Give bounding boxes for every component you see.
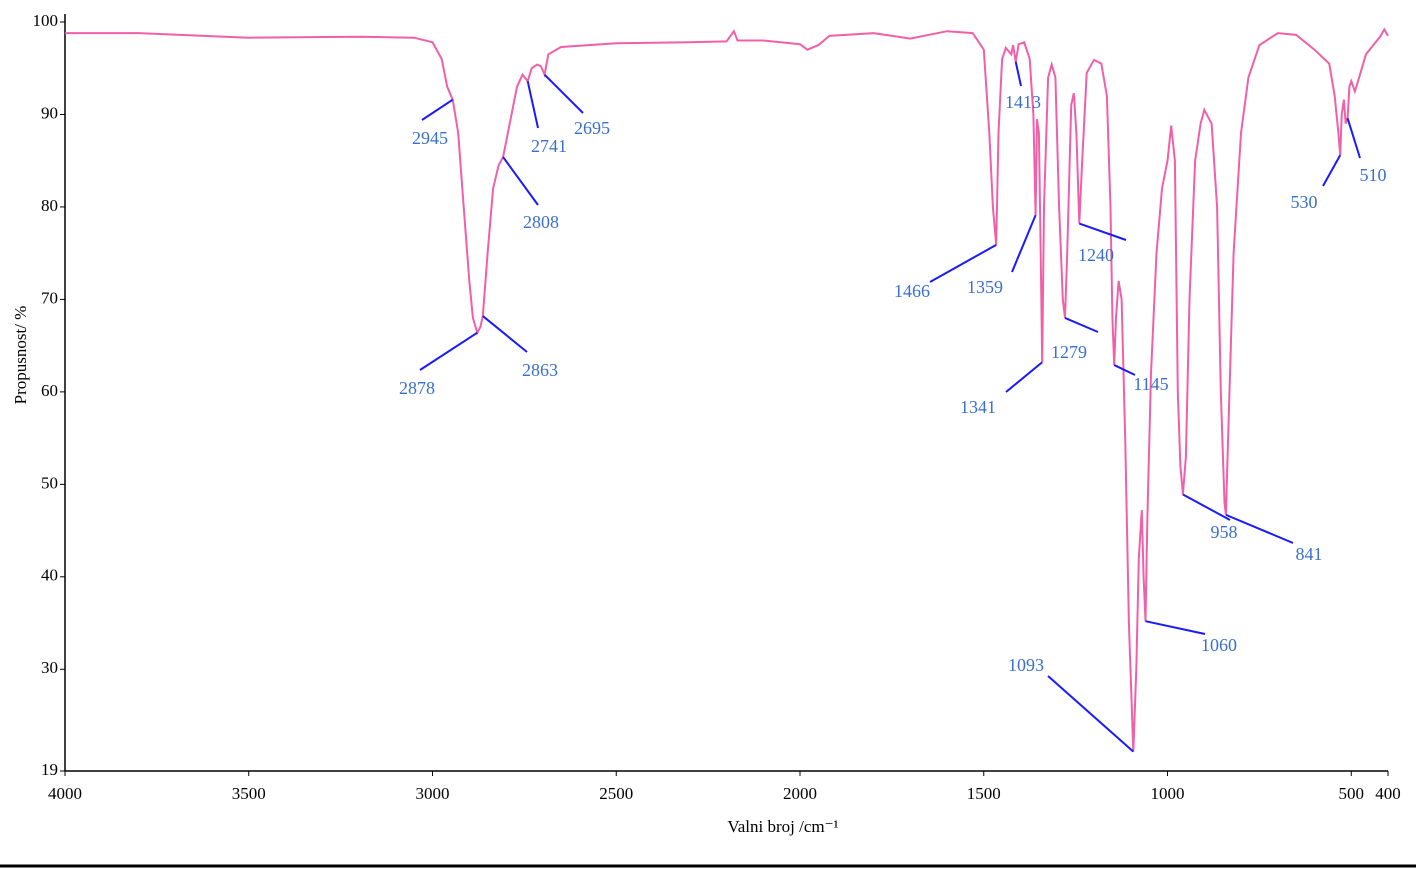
peak-leader <box>482 315 528 353</box>
y-tick-label: 100 <box>33 11 59 30</box>
peak-label: 1279 <box>1051 342 1087 362</box>
x-tick-label: 3500 <box>232 784 266 803</box>
peak-label: 2695 <box>574 118 610 138</box>
y-tick-label: 30 <box>41 658 58 677</box>
y-tick-label: 50 <box>41 473 58 492</box>
x-tick-label: 500 <box>1339 784 1365 803</box>
peak-leader <box>419 331 478 371</box>
y-tick-label: 60 <box>41 381 58 400</box>
peak-label: 1060 <box>1201 635 1237 655</box>
peak-leader <box>1346 117 1361 159</box>
peak-label: 1145 <box>1133 374 1168 394</box>
x-tick-label: 400 <box>1375 784 1401 803</box>
y-tick-label: 19 <box>41 760 58 779</box>
peak-label: 1093 <box>1008 655 1044 675</box>
x-tick-label: 2000 <box>783 784 817 803</box>
y-axis-label: Propusnost/ % <box>11 306 30 405</box>
peak-label: 510 <box>1360 165 1387 185</box>
y-tick-label: 90 <box>41 103 58 122</box>
peak-label: 1240 <box>1078 245 1114 265</box>
peak-label: 1466 <box>894 281 930 301</box>
x-tick-label: 1000 <box>1151 784 1185 803</box>
peak-leader <box>1182 493 1231 521</box>
y-tick-label: 40 <box>41 566 58 585</box>
peak-label: 841 <box>1296 544 1323 564</box>
peak-leader <box>1047 675 1134 753</box>
x-tick-label: 2500 <box>599 784 633 803</box>
x-tick-label: 4000 <box>48 784 82 803</box>
y-tick-label: 80 <box>41 196 58 215</box>
peak-label: 2808 <box>523 212 559 232</box>
peak-label: 2741 <box>531 136 567 156</box>
peak-leader <box>421 98 454 121</box>
peak-leader <box>543 73 584 114</box>
peak-leader <box>526 80 539 129</box>
peak-leader <box>1014 61 1022 87</box>
peak-label: 2945 <box>412 128 448 148</box>
peak-leader <box>1322 154 1342 187</box>
x-axis-label: Valni broj /cm⁻¹ <box>727 817 838 836</box>
peak-leader <box>929 243 997 283</box>
y-tick-label: 70 <box>41 288 58 307</box>
peak-leader <box>1145 620 1206 635</box>
peak-label: 2878 <box>399 378 435 398</box>
peak-label: 1359 <box>967 277 1003 297</box>
peak-label: 958 <box>1211 522 1238 542</box>
peak-leader <box>1064 316 1099 333</box>
spectrum-line <box>65 27 1389 752</box>
peak-leader <box>1113 364 1136 376</box>
peak-leader <box>1225 513 1294 544</box>
peak-leader <box>502 156 539 206</box>
peak-label: 1341 <box>960 397 996 417</box>
x-tick-label: 3000 <box>416 784 450 803</box>
peak-leader <box>1005 361 1043 393</box>
peak-leader <box>1078 222 1127 241</box>
x-tick-label: 1500 <box>967 784 1001 803</box>
peak-label: 2863 <box>522 360 558 380</box>
peak-label: 530 <box>1291 192 1318 212</box>
peak-label: 1413 <box>1005 92 1041 112</box>
peak-leader <box>1011 214 1037 273</box>
